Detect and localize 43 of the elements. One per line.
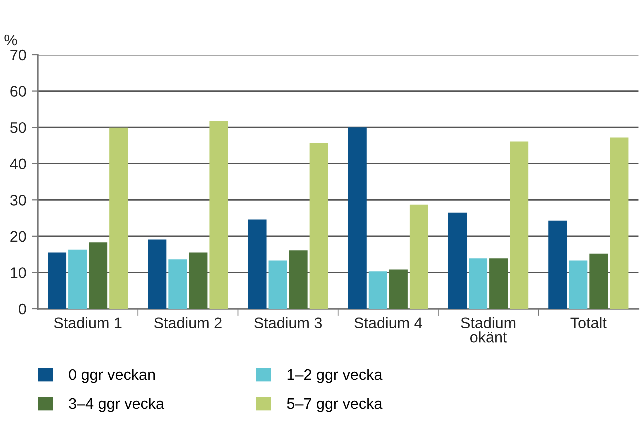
x-tick-label: Stadium 2 [154,317,222,329]
x-tick-label: Stadium 1 [54,317,122,329]
y-tick-label: 70 [10,50,26,61]
y-tick-label: 20 [10,231,26,242]
legend-label: 3–4 ggr vecka [69,398,165,412]
bar [548,220,568,309]
bar [490,258,508,309]
bar [348,128,367,309]
x-tick-label: Stadium 3 [254,317,322,329]
bar [510,142,529,309]
bar [148,240,167,309]
bar [189,252,208,309]
bar [289,250,308,309]
x-tick-label: Stadium 4 [354,317,422,329]
bar [248,220,267,309]
bar [68,250,88,309]
y-tick-label: 30 [10,195,26,206]
y-tick-label: 10 [11,268,26,278]
legend-label: 1–2 ggr vecka [288,369,383,384]
bar [368,272,388,309]
legend-label: 5–7 ggr vecka [287,398,383,412]
bar [469,258,488,309]
bar [48,252,67,309]
y-tick-label: 60 [10,86,26,97]
bar [569,260,588,309]
bar [410,204,428,309]
bar [590,254,608,309]
bar [310,143,328,309]
bar [89,242,108,309]
y-tick-label: 40 [10,158,26,170]
y-tick-label: 0 [18,304,26,315]
x-tick-label: Totalt [570,317,607,329]
bar [110,128,128,309]
bar [448,212,468,309]
x-tick-label: Stadium okänt [461,317,516,343]
legend-label: 0 ggr veckan [69,369,156,384]
y-tick-label: 50 [10,122,26,134]
bar [268,260,288,309]
bar [610,138,629,309]
bar [168,260,188,309]
bar [210,121,228,309]
bar [389,270,408,309]
y-axis-title: % [4,34,18,46]
